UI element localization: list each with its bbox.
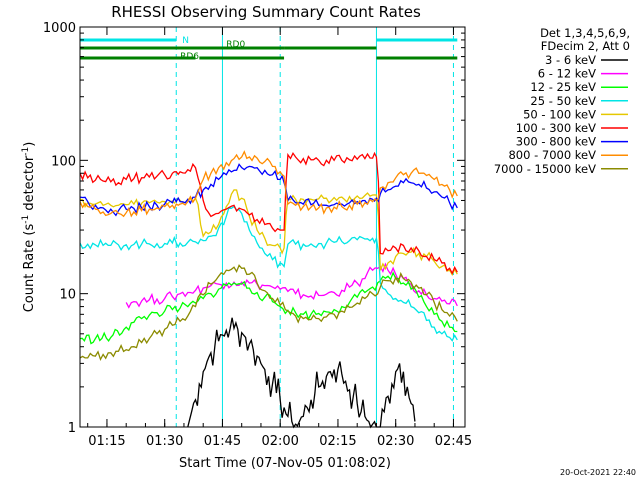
x-tick-label: 02:00 bbox=[261, 434, 298, 449]
series-line-50-100-kev bbox=[79, 189, 458, 276]
flag-label-rd0: RD0 bbox=[226, 40, 245, 50]
plot-area: N RD0 RD6 01:15 01:30 01:45 02:00 02:15 02:30 02… bbox=[43, 21, 472, 449]
y-axis: 1 10 100 1000 bbox=[43, 21, 465, 436]
legend-label-300-800-kev: 300 - 800 keV bbox=[516, 135, 596, 149]
legend-label-3-6-kev: 3 - 6 keV bbox=[545, 53, 596, 67]
y-tick-label: 1000 bbox=[43, 21, 76, 36]
plot-frame bbox=[79, 26, 466, 428]
x-tick-label: 02:30 bbox=[377, 434, 414, 449]
legend-label-6-12-kev: 6 - 12 keV bbox=[538, 67, 596, 81]
legend-label-7000-15000-kev: 7000 - 15000 keV bbox=[494, 162, 596, 176]
legend-header-line-2: FDecim 2, Att 0 bbox=[541, 39, 630, 53]
legend-label-50-100-kev: 50 - 100 keV bbox=[523, 107, 596, 121]
series-layer bbox=[79, 150, 458, 429]
x-tick-label: 01:45 bbox=[204, 434, 241, 449]
y-tick-label: 10 bbox=[59, 288, 76, 303]
flag-label-rd6: RD6 bbox=[180, 52, 199, 62]
x-tick-label: 02:45 bbox=[435, 434, 472, 449]
x-tick-label: 02:15 bbox=[319, 434, 356, 449]
x-axis-label: Start Time (07-Nov-05 01:08:02) bbox=[179, 456, 391, 471]
series-line-300-800-kev bbox=[79, 163, 458, 217]
legend-label-800-7000-kev: 800 - 7000 keV bbox=[508, 148, 596, 162]
series-line-100-300-kev bbox=[79, 151, 458, 275]
y-tick-label: 100 bbox=[51, 154, 76, 169]
x-tick-label: 01:15 bbox=[88, 434, 125, 449]
y-tick-label: 1 bbox=[68, 421, 76, 436]
series-line-25-50-kev bbox=[79, 205, 458, 342]
legend-header-line-1: Det 1,3,4,5,6,9, bbox=[540, 26, 630, 40]
y-axis-label: Count Rate (s-1 detector-1) bbox=[21, 142, 37, 313]
legend-label-100-300-kev: 100 - 300 keV bbox=[516, 121, 596, 135]
x-axis: 01:15 01:30 01:45 02:00 02:15 02:30 02:45 bbox=[87, 27, 472, 449]
chart-title: RHESSI Observing Summary Count Rates bbox=[111, 3, 421, 21]
series-line-12-25-kev bbox=[79, 271, 458, 345]
legend-label-12-25-kev: 12 - 25 keV bbox=[530, 80, 596, 94]
footer-timestamp: 20-Oct-2021 22:40 bbox=[560, 468, 636, 477]
series-line-7000-15000-kev bbox=[79, 264, 458, 362]
flag-bars: N RD0 RD6 bbox=[80, 36, 458, 62]
legend: Det 1,3,4,5,6,9, FDecim 2, Att 0 3 - 6 k… bbox=[494, 26, 630, 176]
series-line-800-7000-kev bbox=[79, 150, 458, 218]
x-tick-label: 01:30 bbox=[146, 434, 183, 449]
legend-label-25-50-kev: 25 - 50 keV bbox=[530, 94, 596, 108]
flag-label-n: N bbox=[182, 36, 189, 46]
